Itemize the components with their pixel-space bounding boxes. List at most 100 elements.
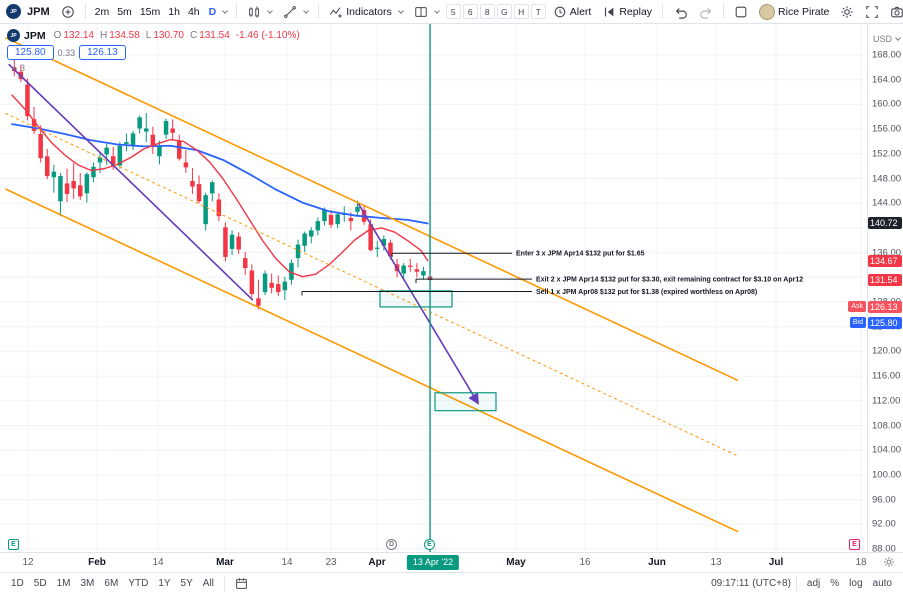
price-scale[interactable]: USD 168.00 164.00 160.00 156.00 152.00 148.00… xyxy=(848,24,903,555)
trend-line-drawing[interactable] xyxy=(8,63,254,301)
earnings-marker[interactable]: E xyxy=(8,539,19,550)
line-tools-button[interactable] xyxy=(278,3,313,21)
settings-button[interactable] xyxy=(835,3,859,21)
ma-fast-line[interactable] xyxy=(11,94,429,278)
price-scale-label: 168.00 xyxy=(872,49,902,61)
parallel-channel-drawing[interactable] xyxy=(5,36,739,533)
price-scale-label: 88.00 xyxy=(872,543,896,555)
range-5d-button[interactable]: 5D xyxy=(29,577,52,590)
price-chart[interactable]: Enter 3 x JPM Apr14 $132 put for $1.65 Ex… xyxy=(0,24,867,552)
toolbar-separator xyxy=(318,4,320,19)
time-axis-label: 12 xyxy=(22,557,34,568)
chart-style-button[interactable] xyxy=(242,3,277,21)
hidden-objects-count: 3 xyxy=(20,63,26,73)
chart-pane[interactable]: Enter 3 x JPM Apr14 $132 put for $1.65 Ex… xyxy=(0,24,868,552)
range-6m-button[interactable]: 6M xyxy=(99,577,123,590)
session-clock[interactable]: 09:17:11 (UTC+8) xyxy=(711,577,791,589)
quick-button-6[interactable]: 6 xyxy=(462,4,478,19)
toggle-auto-button[interactable]: auto xyxy=(868,577,897,590)
time-axis-label: Jul xyxy=(768,557,784,568)
undo-button[interactable] xyxy=(669,3,693,21)
indicators-button[interactable]: Indicators xyxy=(324,3,408,21)
ohlc-values: O 132.14 H 134.58 L 130.70 C 131.54 xyxy=(50,30,230,41)
object-tree-toggle[interactable]: 3 xyxy=(7,63,300,73)
toolbar-separator xyxy=(236,4,238,19)
ohlc-label: H xyxy=(99,30,108,41)
toggle-adj-button[interactable]: adj xyxy=(802,577,825,590)
range-1y-button[interactable]: 1Y xyxy=(153,577,175,590)
legend-symbol: JPM xyxy=(24,29,46,42)
bid-tag: Bid xyxy=(849,316,866,328)
trade-annotation[interactable]: Exit 2 x JPM Apr14 $132 put for $3.30, e… xyxy=(415,277,803,284)
time-axis-label: 14 xyxy=(152,557,164,568)
target-box-drawing[interactable] xyxy=(434,392,497,412)
time-axis-label: Mar xyxy=(216,557,234,568)
compare-add-button[interactable] xyxy=(56,3,80,21)
ohlc-label: L xyxy=(145,30,152,41)
svg-text:Enter 3 x JPM Apr14 $132 put f: Enter 3 x JPM Apr14 $132 put for $1.65 xyxy=(516,251,645,258)
avatar xyxy=(759,3,776,20)
quick-button-t[interactable]: T xyxy=(530,4,546,19)
quick-button-8[interactable]: 8 xyxy=(479,4,495,19)
save-layout-button[interactable] xyxy=(729,3,753,21)
axis-settings-button[interactable] xyxy=(883,556,895,568)
layout-square-icon xyxy=(735,6,747,17)
symbol-logo-icon: JP xyxy=(6,4,21,19)
range-group: 1D 5D 1M 3M 6M YTD 1Y 5Y All xyxy=(6,577,219,590)
goto-date-button[interactable] xyxy=(230,575,253,592)
quick-button-h[interactable]: H xyxy=(513,4,529,19)
ohlc-value: 132.14 xyxy=(63,30,94,41)
timeframe-4h-button[interactable]: 4h xyxy=(184,4,204,20)
time-axis-label: May xyxy=(506,557,526,568)
price-scale-label: 100.00 xyxy=(872,469,902,481)
trend-line-drawing[interactable] xyxy=(357,203,479,405)
candles-layer[interactable] xyxy=(12,59,433,310)
target-box-drawing[interactable] xyxy=(379,290,453,308)
range-3m-button[interactable]: 3M xyxy=(76,577,100,590)
ask-price-badge: 126.13 Ask xyxy=(848,300,902,313)
earnings-marker[interactable]: E xyxy=(849,539,860,550)
price-scale-label: 152.00 xyxy=(872,148,902,160)
range-1d-button[interactable]: 1D xyxy=(6,577,29,590)
range-all-button[interactable]: All xyxy=(198,577,219,590)
timeframe-15m-button[interactable]: 15m xyxy=(136,4,164,20)
quick-button-5[interactable]: 5 xyxy=(445,4,461,19)
toggle-percent-button[interactable]: % xyxy=(825,577,844,590)
range-1m-button[interactable]: 1M xyxy=(52,577,76,590)
time-axis-label: 18 xyxy=(855,557,867,568)
dividend-marker[interactable]: D xyxy=(386,539,397,550)
quick-button-g[interactable]: G xyxy=(496,4,512,19)
fullscreen-button[interactable] xyxy=(860,3,884,21)
range-ytd-button[interactable]: YTD xyxy=(123,577,153,590)
toggle-log-button[interactable]: log xyxy=(844,577,867,590)
timeframe-2m-button[interactable]: 2m xyxy=(91,4,114,20)
earnings-marker[interactable]: E xyxy=(424,539,435,550)
time-axis-label: Jun xyxy=(648,557,666,568)
screenshot-button[interactable] xyxy=(885,3,903,21)
timeframe-D-button[interactable]: D xyxy=(205,4,232,20)
price-scale-label: 164.00 xyxy=(872,74,902,86)
alert-button[interactable]: Alert xyxy=(548,3,597,21)
range-5y-button[interactable]: 5Y xyxy=(176,577,198,590)
symbol-search-button[interactable]: JPM xyxy=(22,4,55,20)
bid-button[interactable]: 125.80 xyxy=(7,45,54,60)
timeframe-5m-button[interactable]: 5m xyxy=(113,4,136,20)
ma-slow-line[interactable] xyxy=(11,123,429,225)
price-scale-label: 148.00 xyxy=(872,173,902,184)
ask-button[interactable]: 126.13 xyxy=(79,45,126,60)
price-badge: 131.54 xyxy=(868,274,902,287)
timeframe-group: 2m 5m 15m 1h 4h xyxy=(91,4,204,20)
redo-button[interactable] xyxy=(694,3,718,21)
replay-icon xyxy=(605,7,614,16)
layout-grid-button[interactable] xyxy=(409,3,444,21)
trade-annotation[interactable]: Sell 1 x JPM Apr08 $132 put for $1.38 (e… xyxy=(301,289,757,296)
trade-annotation[interactable]: Enter 3 x JPM Apr14 $132 put for $1.65 xyxy=(391,251,645,258)
timeframe-1h-button[interactable]: 1h xyxy=(164,4,184,20)
price-badge: 140.72 xyxy=(868,217,902,230)
time-axis[interactable]: 13 Apr '22 12 Feb 14 Mar 14 23 Apr May 16 Jun 13 Ju… xyxy=(0,552,903,572)
currency-label[interactable]: USD xyxy=(873,34,901,44)
camera-icon xyxy=(891,6,903,17)
bid-price-badge: 125.80 Bid xyxy=(849,316,902,329)
account-button[interactable]: Rice Pirate xyxy=(754,2,834,22)
replay-button[interactable]: Replay xyxy=(597,3,657,21)
